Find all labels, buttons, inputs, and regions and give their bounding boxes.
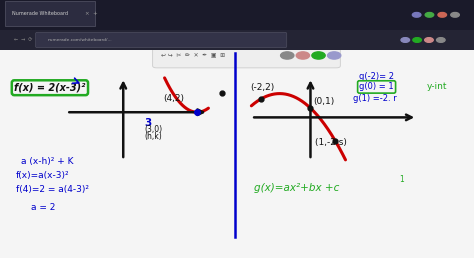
Text: 3: 3	[145, 118, 152, 127]
Text: (h,k): (h,k)	[145, 133, 162, 141]
Text: ×: ×	[84, 11, 89, 16]
Text: a = 2: a = 2	[31, 203, 55, 212]
Circle shape	[312, 52, 325, 59]
Circle shape	[425, 38, 433, 42]
Circle shape	[425, 12, 434, 17]
Circle shape	[451, 12, 459, 17]
Text: g(0) = 1: g(0) = 1	[359, 83, 394, 91]
Text: 1: 1	[400, 175, 404, 184]
Circle shape	[296, 52, 310, 59]
Text: g(-2)= 2: g(-2)= 2	[359, 72, 394, 81]
Circle shape	[438, 12, 447, 17]
Text: (4,2): (4,2)	[164, 94, 184, 103]
Text: f(x)=a(x-3)²: f(x)=a(x-3)²	[16, 171, 69, 180]
FancyBboxPatch shape	[36, 32, 287, 48]
FancyBboxPatch shape	[153, 43, 340, 68]
Text: (0,1): (0,1)	[313, 97, 334, 106]
Text: ↩ ↪  ✂  ✏  ✕  ✒  ▣  ⊞: ↩ ↪ ✂ ✏ ✕ ✒ ▣ ⊞	[161, 53, 225, 58]
Text: Numerade Whiteboard: Numerade Whiteboard	[12, 11, 68, 16]
Text: g(x)=ax²+bx +c: g(x)=ax²+bx +c	[254, 183, 339, 193]
Circle shape	[401, 38, 410, 42]
Text: (-2,2): (-2,2)	[250, 83, 274, 92]
Circle shape	[412, 12, 421, 17]
Text: +: +	[92, 11, 97, 16]
Text: y-int: y-int	[427, 83, 447, 91]
Text: ←  →  ⟳: ← → ⟳	[14, 37, 33, 43]
Circle shape	[413, 38, 421, 42]
Circle shape	[281, 52, 294, 59]
Text: f(x) = 2(x-3)²: f(x) = 2(x-3)²	[14, 83, 86, 93]
Text: g(1) =-2. r: g(1) =-2. r	[353, 94, 397, 102]
Text: (3,0): (3,0)	[145, 125, 163, 134]
Text: f(4)=2 = a(4-3)²: f(4)=2 = a(4-3)²	[16, 185, 89, 194]
Text: a (x-h)² + K: a (x-h)² + K	[21, 157, 74, 166]
FancyBboxPatch shape	[5, 1, 95, 26]
FancyBboxPatch shape	[0, 0, 474, 30]
Text: (1,-2 s): (1,-2 s)	[315, 138, 347, 147]
Circle shape	[437, 38, 445, 42]
FancyBboxPatch shape	[0, 30, 474, 50]
FancyBboxPatch shape	[0, 50, 474, 258]
Circle shape	[328, 52, 341, 59]
Text: numerade.com/whiteboard/...: numerade.com/whiteboard/...	[47, 38, 112, 42]
